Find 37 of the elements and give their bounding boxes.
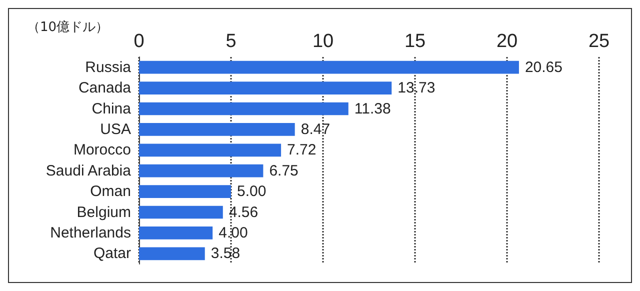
x-tick-label: 10 [312, 31, 334, 52]
y-tick-label: Canada [78, 80, 132, 97]
bar [139, 82, 392, 94]
y-tick-label: Oman [90, 183, 131, 200]
data-label: 20.65 [524, 58, 563, 76]
bar [139, 247, 205, 260]
bar [139, 206, 223, 219]
y-tick-label: Qatar [93, 245, 132, 262]
data-label: 13.73 [398, 80, 436, 97]
data-label: 3.58 [210, 245, 240, 262]
bar [139, 185, 231, 198]
data-label: 5.00 [237, 183, 266, 200]
bar [139, 60, 519, 74]
y-tick-label: Netherlands [50, 224, 131, 242]
x-axis-title: （10億ドル） [27, 20, 109, 35]
x-tick-label: 5 [226, 31, 236, 52]
y-tick-label: Belgium [76, 204, 131, 221]
bar [139, 144, 282, 157]
y-tick-label: Saudi Arabia [46, 162, 132, 180]
x-tick-label: 0 [134, 31, 144, 52]
y-tick-label: China [92, 100, 132, 118]
data-label: 7.72 [287, 142, 316, 159]
x-tick-label: 15 [404, 31, 426, 52]
y-tick-label: Morocco [73, 142, 131, 159]
bar [139, 226, 213, 240]
bar [139, 123, 295, 136]
bar [139, 164, 264, 178]
data-label: 11.38 [354, 100, 391, 118]
x-tick-label: 25 [588, 31, 610, 52]
data-label: 4.56 [228, 204, 258, 221]
data-label: 8.47 [300, 120, 330, 138]
x-tick-label: 20 [496, 31, 518, 52]
data-label: 4.00 [218, 224, 248, 242]
y-tick-label: USA [100, 120, 131, 138]
bar [139, 102, 348, 116]
data-label: 6.75 [269, 162, 298, 180]
y-tick-label: Russia [85, 58, 132, 76]
